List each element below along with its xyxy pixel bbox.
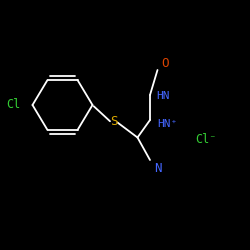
Text: Cl: Cl bbox=[6, 98, 21, 112]
Text: Cl⁻: Cl⁻ bbox=[195, 134, 216, 146]
Text: HN: HN bbox=[156, 91, 170, 101]
Text: HN⁺: HN⁺ bbox=[158, 119, 178, 129]
Text: S: S bbox=[110, 115, 118, 128]
Text: N: N bbox=[154, 162, 161, 175]
Text: O: O bbox=[161, 57, 169, 70]
